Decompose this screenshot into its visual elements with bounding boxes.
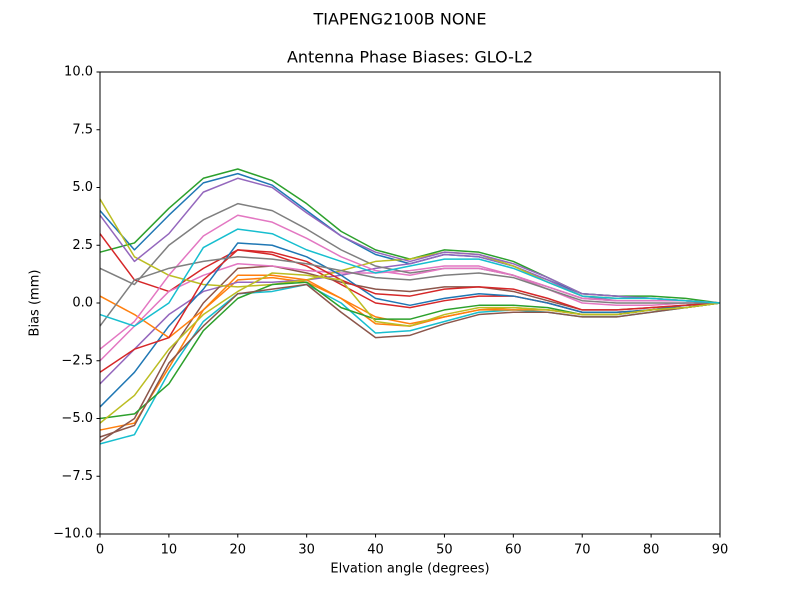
x-axis-label: Elvation angle (degrees) [330, 562, 489, 577]
series-line [99, 272, 721, 424]
y-tick-label: 2.5 [72, 238, 93, 253]
x-tick-label: 10 [161, 543, 178, 558]
series-line [99, 168, 721, 304]
y-axis-label: Bias (mm) [28, 270, 43, 337]
series-line [99, 177, 721, 304]
y-tick-label: −10.0 [53, 527, 93, 542]
chart-title: Antenna Phase Biases: GLO-L2 [287, 48, 533, 67]
x-tick-label: 40 [367, 543, 384, 558]
x-tick-label: 0 [96, 543, 104, 558]
x-tick-label: 90 [712, 543, 729, 558]
series-line [99, 265, 721, 443]
x-tick-label: 30 [298, 543, 315, 558]
series-line [99, 242, 721, 408]
y-tick-label: 0.0 [72, 296, 93, 311]
series-line [99, 283, 721, 438]
y-tick-label: −5.0 [61, 411, 93, 426]
series-line [99, 249, 721, 373]
chart-suptitle: TIAPENG2100B NONE [313, 10, 487, 29]
series-line [99, 283, 721, 445]
series-line [99, 202, 721, 304]
series-line [99, 214, 721, 350]
series-line [99, 262, 720, 362]
x-tick-label: 80 [643, 543, 660, 558]
x-tick-label: 50 [436, 543, 453, 558]
x-tick-label: 60 [505, 543, 522, 558]
series-line [99, 228, 721, 327]
plot-frame [99, 71, 721, 535]
series-line [99, 256, 720, 327]
series-line [99, 172, 721, 304]
x-tick-label: 20 [230, 543, 247, 558]
y-tick-label: 5.0 [72, 180, 93, 195]
y-tick-label: −2.5 [61, 353, 93, 368]
series-line [99, 198, 721, 304]
y-tick-label: 10.0 [64, 65, 93, 80]
y-tick-label: −7.5 [61, 469, 93, 484]
x-tick-label: 70 [574, 543, 591, 558]
y-tick-label: 7.5 [72, 122, 93, 137]
